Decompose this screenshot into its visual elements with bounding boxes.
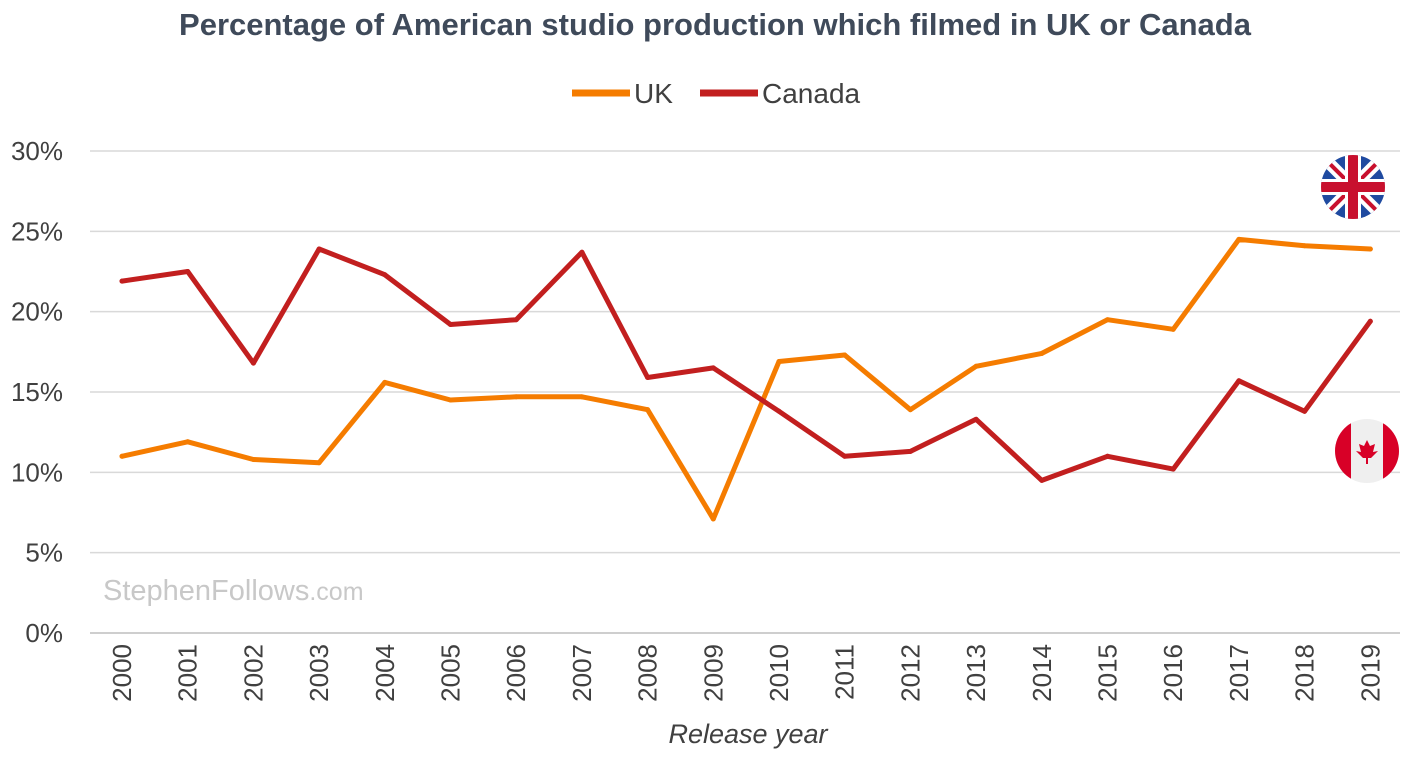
data-point-uk [250, 456, 256, 462]
x-tick-label: 2004 [370, 644, 400, 702]
x-tick-label: 2012 [895, 644, 925, 702]
x-tick-label: 2002 [238, 644, 268, 702]
uk-flag-icon [1321, 155, 1385, 219]
data-point-uk [710, 516, 716, 522]
data-point-canada [710, 365, 716, 371]
data-point-canada [1236, 378, 1242, 384]
data-point-uk [1367, 246, 1373, 252]
data-point-uk [382, 379, 388, 385]
data-point-canada [1367, 318, 1373, 324]
data-point-uk [316, 460, 322, 466]
data-point-canada [579, 249, 585, 255]
y-tick-label: 5% [25, 538, 63, 568]
data-point-canada [185, 269, 191, 274]
legend-label-uk: UK [634, 78, 673, 109]
x-tick-label: 2005 [436, 644, 466, 702]
watermark: StephenFollows.com [103, 575, 364, 607]
data-point-canada [776, 408, 782, 414]
data-point-canada [973, 416, 979, 422]
data-point-canada [382, 272, 388, 278]
data-point-canada [316, 246, 322, 252]
data-point-uk [1302, 243, 1308, 249]
watermark-main: StephenFollows [103, 575, 309, 607]
x-tick-label: 2014 [1027, 644, 1057, 702]
data-point-uk [1236, 236, 1242, 242]
data-point-canada [1105, 453, 1110, 459]
data-point-uk [1039, 350, 1045, 356]
y-tick-label: 10% [11, 457, 63, 487]
x-tick-label: 2017 [1224, 644, 1254, 702]
x-tick-label: 2008 [633, 644, 663, 702]
data-point-canada [250, 360, 256, 366]
x-tick-label: 2011 [830, 644, 860, 700]
data-point-canada [1170, 466, 1176, 472]
x-tick-label: 2010 [764, 644, 794, 702]
data-point-canada [907, 448, 913, 454]
y-tick-label: 15% [11, 377, 63, 407]
y-tick-label: 0% [25, 618, 63, 648]
y-tick-label: 25% [11, 216, 63, 246]
legend-label-canada: Canada [762, 78, 861, 109]
y-tick-label: 30% [11, 136, 63, 166]
x-tick-label: 2013 [961, 644, 991, 702]
data-point-uk [776, 358, 782, 364]
data-point-uk [973, 363, 979, 369]
canada-flag-icon [1335, 419, 1399, 483]
x-tick-label: 2019 [1355, 644, 1385, 702]
data-point-uk [1170, 326, 1176, 332]
x-tick-label: 2006 [501, 644, 531, 702]
data-point-uk [513, 394, 519, 400]
data-point-canada [1302, 408, 1308, 414]
y-tick-label: 20% [11, 297, 63, 327]
x-tick-label: 2003 [304, 644, 334, 702]
series-line-uk [119, 236, 1373, 522]
watermark-suffix: .com [309, 578, 363, 606]
x-axis-ticks: 2000 2001 2002 2003 2004 2005 2006 2007 2008 2009… [107, 644, 1385, 702]
data-point-uk [645, 407, 651, 413]
data-point-canada [513, 317, 519, 323]
series-lines [119, 236, 1373, 522]
x-tick-label: 2016 [1158, 644, 1188, 702]
data-point-uk [579, 394, 585, 400]
x-tick-label: 2001 [173, 644, 203, 702]
data-point-canada [119, 278, 125, 284]
x-axis-label: Release year [668, 719, 828, 749]
y-axis-ticks: 0% 5% 10% 15% 20% 25% 30% [11, 136, 63, 648]
x-tick-label: 2018 [1290, 644, 1320, 702]
series-line-canada [119, 246, 1373, 483]
data-point-canada [1039, 477, 1045, 483]
data-point-uk [119, 453, 125, 459]
x-tick-label: 2009 [698, 644, 728, 702]
data-point-canada [448, 322, 453, 328]
data-point-uk [448, 397, 453, 403]
data-point-canada [645, 375, 651, 381]
data-point-uk [842, 352, 848, 358]
legend: UK Canada [572, 78, 861, 109]
x-tick-label: 2015 [1093, 644, 1123, 702]
gridlines [90, 150, 1400, 634]
data-point-canada [842, 453, 848, 459]
chart-title: Percentage of American studio production… [179, 7, 1252, 42]
x-tick-label: 2007 [567, 644, 597, 702]
data-point-uk [185, 439, 191, 445]
data-point-uk [1105, 317, 1110, 323]
x-tick-label: 2000 [107, 644, 137, 702]
data-point-uk [907, 407, 913, 413]
